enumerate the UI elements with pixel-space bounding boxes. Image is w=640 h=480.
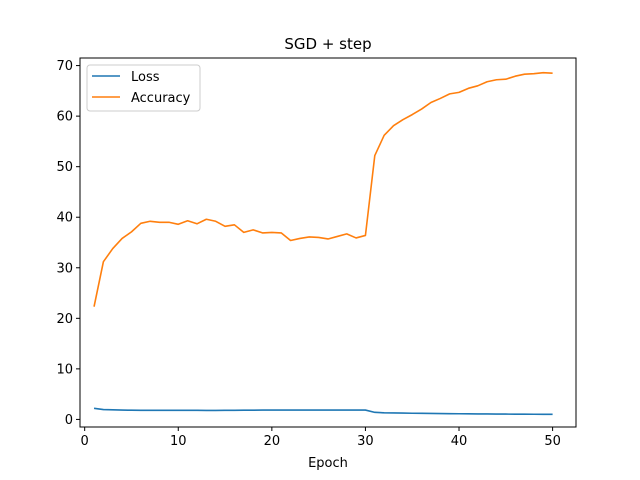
plot-frame (79, 57, 577, 428)
y-tick-label: 70 (56, 59, 73, 74)
x-tick-label: 0 (81, 434, 89, 449)
x-axis: 0 10 20 30 40 50 (81, 427, 561, 449)
x-tick-label: 50 (544, 434, 561, 449)
legend: Loss Accuracy (86, 64, 201, 112)
y-tick-label: 60 (56, 110, 73, 125)
x-tick-label: 30 (357, 434, 374, 449)
x-tick-label: 10 (170, 434, 187, 449)
chart-title: SGD + step (284, 35, 371, 53)
legend-label-loss: Loss (131, 70, 160, 85)
x-tick-label: 40 (451, 434, 468, 449)
series-line-accuracy (93, 71, 553, 307)
y-tick-label: 0 (65, 413, 73, 428)
y-tick-label: 50 (56, 160, 73, 175)
plot-area (93, 71, 553, 416)
legend-label-accuracy: Accuracy (131, 91, 191, 106)
y-tick-label: 40 (56, 211, 73, 226)
x-tick-label: 20 (264, 434, 281, 449)
series-line-loss (93, 407, 553, 416)
x-axis-label: Epoch (308, 456, 348, 471)
y-axis: 0 10 20 30 40 50 60 70 (56, 59, 80, 428)
y-tick-label: 30 (56, 261, 73, 276)
y-tick-label: 10 (56, 362, 73, 377)
y-tick-label: 20 (56, 312, 73, 327)
